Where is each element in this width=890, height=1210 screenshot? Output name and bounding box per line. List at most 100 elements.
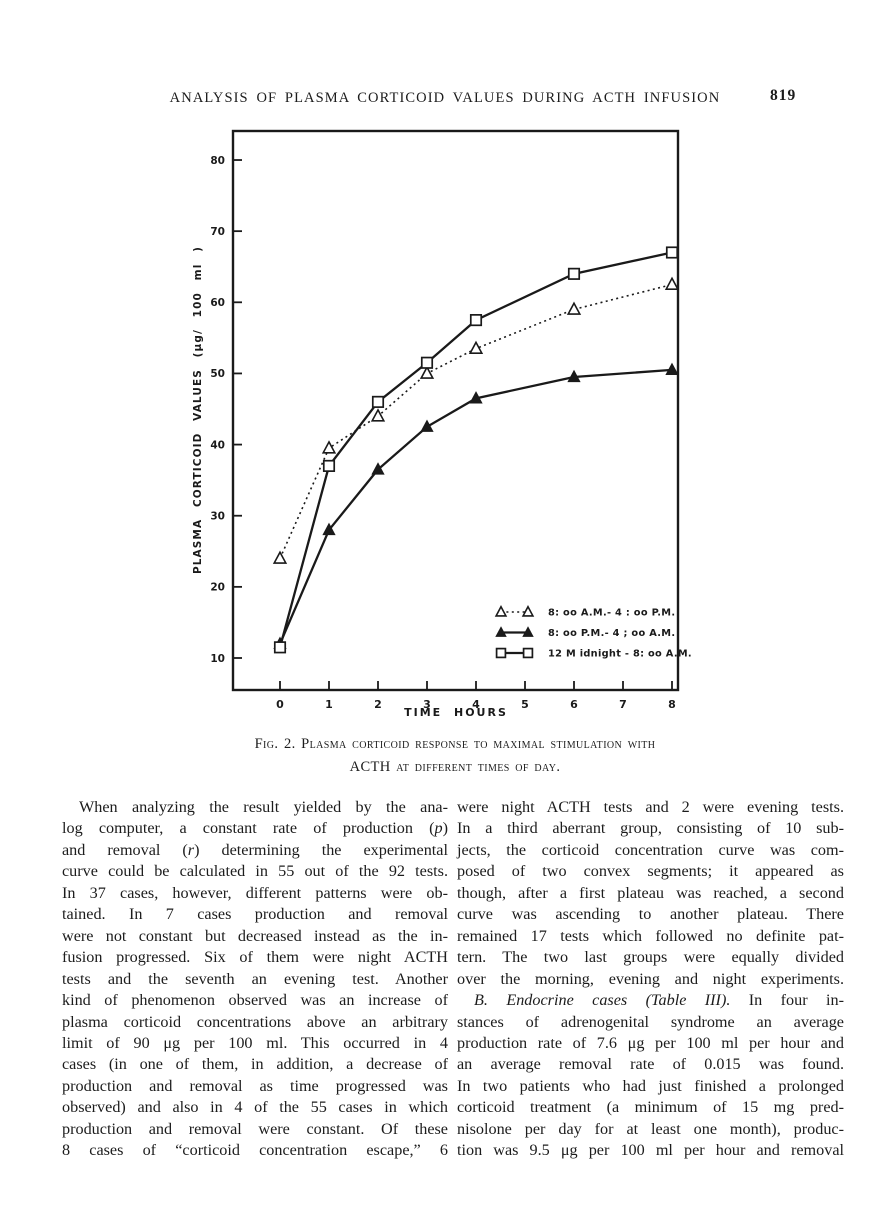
triangle-filled-marker [322,522,336,536]
text-line: curve could be calculated in 55 out of t… [62,862,448,881]
text-line: though, after a first plateau was reache… [457,883,844,902]
triangle-filled-marker [522,626,534,637]
text-line: over the morning, evening and night expe… [457,969,844,988]
x-tick-label: 5 [521,698,529,711]
y-tick-label: 20 [210,582,225,594]
text-line: In 37 cases, however, different patterns… [62,883,448,902]
text-line: 8 cases of “corticoid concentration esca… [62,1141,448,1160]
x-tick-label: 6 [570,698,578,711]
text-line: production and removal as time progresse… [62,1076,448,1095]
chart-legend: 8: oo A.M.- 4 : oo P.M. 8: oo P.M.- 4 ; o… [494,605,692,660]
text-column-left: When analyzing the result yielded by the… [62,797,448,1162]
square-marker [665,246,679,259]
text-line: When analyzing the result yielded by the… [79,798,448,816]
text-line: observed) and also in 4 of the 55 cases … [62,1098,448,1117]
text-line: B. Endocrine cases (Table III). In four … [474,991,845,1010]
text-line: an average removal rate of 0.015 was fou… [457,1055,844,1074]
series-1 [273,362,679,649]
text-line: remained 17 tests which followed no defi… [457,926,844,945]
text-line: In a third aberrant group, consisting of… [457,819,844,838]
legend-label: 8: oo A.M.- 4 : oo P.M. [548,608,675,619]
triangle-filled-marker [495,626,507,637]
y-axis-label: PLASMA CORTICOID VALUES (μg/ 100 ml ) [192,246,204,574]
x-tick-label: 4 [472,698,480,711]
square-marker [522,647,534,659]
x-axis-label: TIME HOURS [404,706,508,719]
triangle-filled-marker [567,369,581,383]
x-tick-label: 7 [619,698,627,711]
text-line: were not constant but decreased instead … [62,926,448,945]
plot-frame [231,129,680,692]
triangle-filled-marker [665,362,679,376]
triangle-filled-marker [420,419,434,432]
x-tick-label: 3 [423,698,431,711]
figure-caption-line-1: Fig. 2. Plasma corticoid response to max… [254,736,656,752]
text-line: curve was ascending to another plateau. … [457,905,844,924]
text-line: plasma corticoid concentrations above an… [62,1012,448,1031]
text-line: jects, the corticoid concentration curve… [457,840,844,859]
legend-item-1: 8: oo P.M.- 4 ; oo A.M. [495,626,675,639]
legend-label: 8: oo P.M.- 4 ; oo A.M. [548,628,675,639]
triangle-open-marker [370,408,386,422]
square-marker [273,641,287,654]
figure-caption: Fig. 2. Plasma corticoid response to max… [125,733,785,779]
text-line: production rate of 7.6 μg per 100 ml per… [457,1033,844,1052]
triangle-open-marker [494,605,508,617]
text-line: log computer, a constant rate of product… [62,819,448,838]
text-line: production and removal were constant. Of… [62,1119,448,1138]
text-line: tained. In 7 cases production and remova… [62,905,448,924]
figure-caption-line-2: ACTH at different times of day. [349,759,561,775]
y-tick-label: 30 [210,511,225,523]
triangle-open-marker [468,340,484,354]
triangle-open-marker [321,440,337,454]
square-marker [322,459,336,472]
text-line: tion was 9.5 μg per 100 ml per hour and … [457,1141,844,1160]
y-axis: 10 20 30 40 50 60 70 80 [210,155,242,665]
legend-item-0: 8: oo A.M.- 4 : oo P.M. [494,605,675,619]
legend-label: 12 M idnight - 8: oo A.M. [548,649,692,660]
text-line: tern. The two last groups were equally d… [457,948,844,967]
square-marker [469,314,483,327]
square-marker [420,356,434,369]
text-line: nisolone per day for at least one month)… [457,1119,844,1138]
text-line: kind of phenomenon observed was an incre… [62,991,448,1010]
text-line: posed of two convex segments; it appeare… [457,862,844,881]
triangle-open-marker [272,550,288,564]
triangle-open-marker [566,301,582,315]
triangle-open-marker [664,276,680,290]
text-line: stances of adrenogenital syndrome an ave… [457,1012,844,1031]
y-tick-label: 80 [210,155,225,167]
square-marker [371,395,385,408]
triangle-open-marker [521,605,535,617]
triangle-filled-marker [371,462,385,475]
triangle-filled-marker [469,391,483,404]
text-line: tests and the seventh an evening test. A… [62,969,448,988]
text-line: were night ACTH tests and 2 were evening… [457,798,844,816]
square-marker [495,647,507,659]
x-tick-label: 0 [276,698,284,711]
legend-item-2: 12 M idnight - 8: oo A.M. [495,647,692,660]
text-line: cases (in one of them, in addition, a de… [62,1055,448,1074]
page-number: 819 [770,87,797,104]
square-marker [567,267,581,280]
x-tick-label: 2 [374,698,382,711]
series-0 [272,276,680,564]
y-tick-label: 50 [210,368,225,380]
series-2 [273,246,679,654]
y-tick-label: 40 [210,439,225,451]
text-line: limit of 90 μg per 100 ml. This occurred… [62,1033,448,1052]
y-tick-label: 70 [210,226,225,238]
text-column-right: were night ACTH tests and 2 were evening… [457,797,844,1162]
x-axis: 0 1 2 3 4 5 6 7 8 [276,681,676,711]
figure-2-chart: 10 20 30 40 50 60 70 80 0 1 2 3 4 5 6 7 8 PLASMA CORTICOI… [192,129,692,719]
triangle-open-marker [419,365,435,379]
text-line: corticoid treatment (a minimum of 15 mg … [457,1098,844,1117]
text-line: fusion progressed. Six of them were nigh… [62,948,448,967]
text-line: In two patients who had just finished a … [457,1076,844,1095]
x-tick-label: 8 [668,698,676,711]
text-line: and removal (r) determining the experime… [62,840,448,859]
y-tick-label: 10 [210,653,225,665]
x-tick-label: 1 [325,698,333,711]
y-tick-label: 60 [210,297,225,309]
